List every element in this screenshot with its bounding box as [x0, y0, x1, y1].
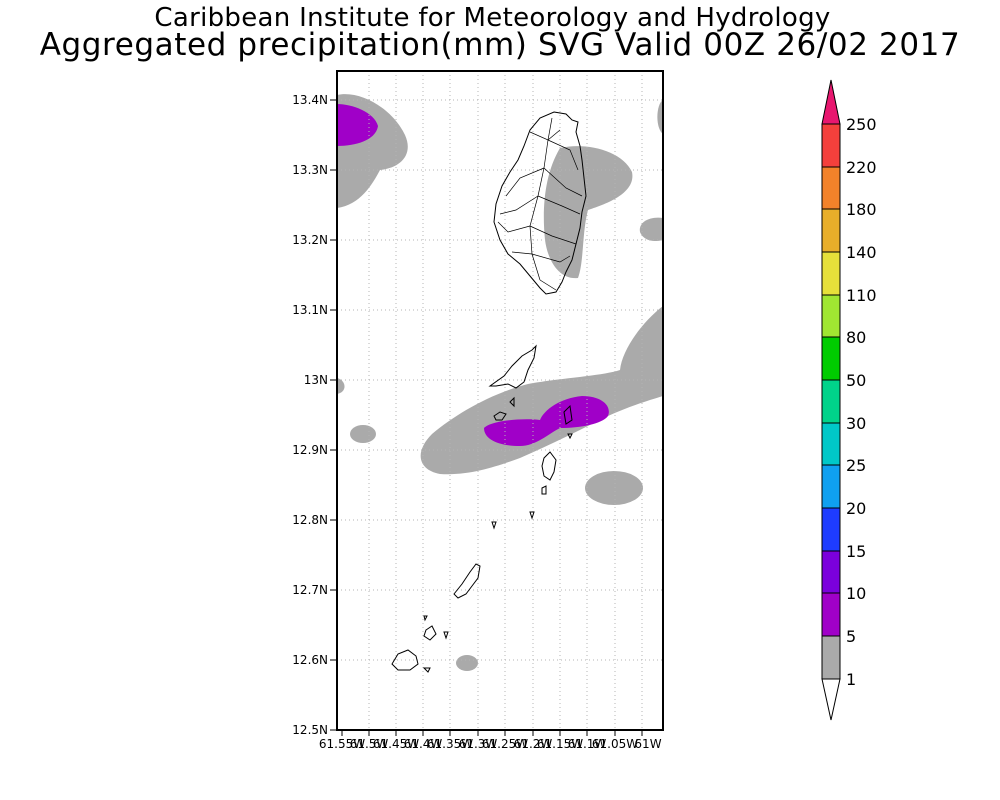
lon-tick-label: 61.55W	[319, 737, 365, 751]
lon-tick-label: 61.15W	[537, 737, 583, 751]
colorbar-label: 80	[846, 328, 866, 347]
precip-area-1-5mm	[350, 425, 376, 443]
island-small	[529, 511, 535, 520]
island-mayreau-union	[541, 451, 557, 481]
colorbar-swatch-110-140	[821, 251, 841, 296]
lon-tick-label: 61.5W	[350, 737, 389, 751]
colorbar-label: 250	[846, 115, 877, 134]
island-small	[541, 485, 547, 495]
colorbar-label: 180	[846, 200, 877, 219]
precip-area-5-10mm	[337, 104, 378, 146]
map-title: Caribbean Institute for Meteorology and …	[154, 3, 831, 33]
colorbar-label: 110	[846, 286, 877, 305]
latitude-axis: 13.4N 13.3N 13.2N 13.1N 13N 12.9N 12.8N …	[292, 93, 337, 737]
lat-tick-label: 12.8N	[292, 513, 328, 527]
lat-tick-label: 12.9N	[292, 443, 328, 457]
precip-area-1-5mm	[456, 655, 478, 671]
precip-area-1-5mm	[639, 217, 663, 242]
lon-tick-label: 61.2W	[514, 737, 553, 751]
precip-area-1-5mm	[337, 378, 345, 394]
colorbar-swatch-140-180	[821, 208, 841, 253]
colorbar-swatch-220-250	[821, 123, 841, 168]
lon-tick-label: 61.4W	[404, 737, 443, 751]
island-small	[443, 631, 449, 640]
colorbar-label: 10	[846, 584, 866, 603]
precip-area-1-5mm	[585, 471, 643, 505]
colorbar-label: 25	[846, 456, 866, 475]
island-small	[491, 521, 497, 530]
island-small	[423, 625, 437, 641]
lon-tick-label: 61.1W	[568, 737, 607, 751]
lon-tick-label: 61W	[634, 737, 661, 751]
colorbar-top-arrow	[821, 79, 841, 125]
lat-tick-label: 12.7N	[292, 583, 328, 597]
island-small	[567, 433, 573, 440]
lat-tick-label: 13.3N	[292, 163, 328, 177]
island-small	[423, 615, 428, 622]
island-canouan	[563, 404, 573, 425]
lat-tick-label: 13N	[304, 373, 328, 387]
map-plot-area	[336, 70, 664, 731]
colorbar-label: 1	[846, 670, 856, 689]
island-mustique	[493, 411, 507, 421]
lon-tick-label: 61.35W	[427, 737, 473, 751]
colorbar-swatch-5-10	[821, 592, 841, 637]
precip-area-1-5mm	[657, 100, 663, 134]
colorbar-label: 140	[846, 243, 877, 262]
island-bequia	[488, 344, 537, 389]
island-carriacou	[453, 563, 481, 599]
colorbar-bottom-arrow	[821, 678, 841, 721]
colorbar-label: 20	[846, 499, 866, 518]
lat-tick-label: 13.1N	[292, 303, 328, 317]
precip-area-1-5mm	[543, 146, 633, 279]
lon-tick-label: 61.3W	[459, 737, 498, 751]
colorbar-label: 5	[846, 627, 856, 646]
colorbar-label: 15	[846, 542, 866, 561]
colorbar-swatch-15-20	[821, 507, 841, 552]
lat-tick-label: 13.4N	[292, 93, 328, 107]
st-vincent-drainage	[497, 117, 583, 291]
colorbar-swatch-50-80	[821, 336, 841, 381]
lon-tick-label: 61.25W	[482, 737, 528, 751]
colorbar-label: 50	[846, 371, 866, 390]
colorbar-labels: 250 220 180 140 110 80 50 30 25 20 15 10…	[846, 115, 877, 689]
lat-tick-label: 12.5N	[292, 723, 328, 737]
colorbar-swatch-180-220	[821, 166, 841, 210]
longitude-axis: 61.55W 61.5W 61.45W 61.4W 61.35W 61.3W 6…	[319, 730, 662, 751]
precipitation-fields	[337, 94, 663, 671]
precip-area-1-5mm	[420, 306, 663, 475]
map-subtitle: Aggregated precipitation(mm) SVG Valid 0…	[39, 27, 961, 63]
colorbar-label: 220	[846, 158, 877, 177]
island-small	[509, 396, 515, 408]
colorbar-swatch-20-25	[821, 464, 841, 509]
lon-tick-label: 61.45W	[373, 737, 419, 751]
map-frame	[336, 70, 664, 731]
island-petite-martinique	[391, 649, 419, 671]
island-st-vincent	[493, 111, 587, 295]
colorbar-label: 30	[846, 414, 866, 433]
colorbar-swatch-25-30	[821, 422, 841, 466]
lat-tick-label: 13.2N	[292, 233, 328, 247]
island-small	[422, 667, 431, 673]
lat-tick-label: 12.6N	[292, 653, 328, 667]
color-bar-legend	[821, 79, 841, 721]
colorbar-swatch-1-5	[821, 635, 841, 680]
colorbar-swatch-10-15	[821, 550, 841, 594]
lon-tick-label: 61.05W	[592, 737, 638, 751]
coastlines	[391, 111, 587, 673]
colorbar-swatch-30-50	[821, 379, 841, 424]
colorbar-swatch-80-110	[821, 294, 841, 338]
precip-area-5-10mm	[484, 396, 609, 446]
